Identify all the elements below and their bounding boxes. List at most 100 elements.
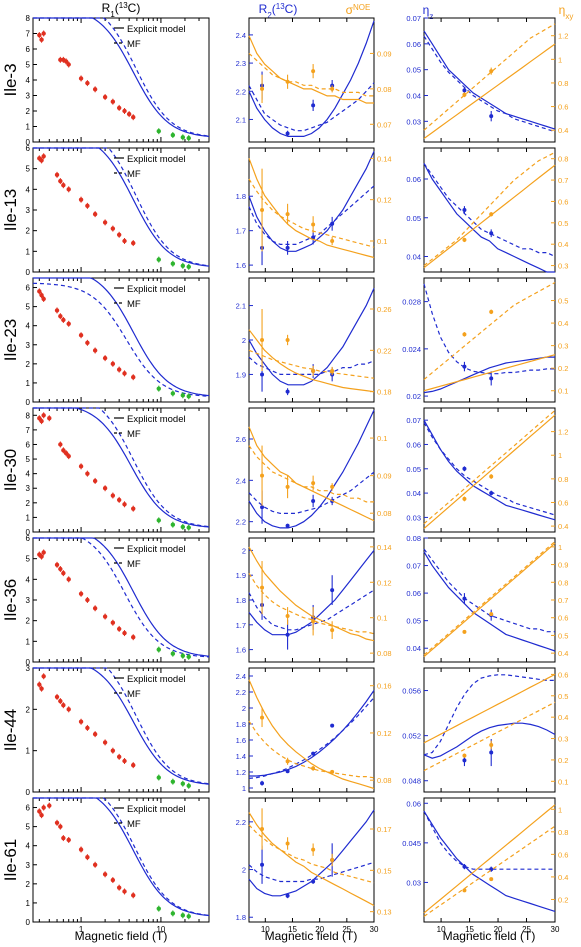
mf-curve-right xyxy=(248,445,374,503)
y-tick-label-left: 2 xyxy=(242,704,246,713)
x-axis-labels: Magnetic field (T) Magnetic field (T) Magn… xyxy=(75,929,536,943)
y-tick-label: 7 xyxy=(26,30,31,39)
y-tick-label-left: 0.048 xyxy=(402,777,421,786)
data-point xyxy=(489,877,494,882)
data-point xyxy=(311,369,316,373)
y-tick-label: 6 xyxy=(26,284,31,293)
mf-curve xyxy=(33,667,210,785)
x-tick-label: 15 xyxy=(465,925,474,934)
explicit-curve xyxy=(33,667,210,785)
data-point xyxy=(489,612,494,617)
y-tick-label: 4 xyxy=(26,76,31,85)
mf-curve-right xyxy=(248,178,375,248)
y-tick-label-right: 0.1 xyxy=(377,237,387,246)
y-tick-label: 8 xyxy=(26,14,31,23)
mf-curve xyxy=(33,537,210,658)
x-tick-label: 20 xyxy=(315,925,324,934)
data-point xyxy=(311,222,316,227)
mf-curve-right xyxy=(248,573,375,635)
header-text-part: z xyxy=(429,12,433,21)
y-tick-label-left: 0.05 xyxy=(406,617,421,626)
y-tick-label: 4 xyxy=(26,842,31,851)
mf-curve-right xyxy=(423,151,556,267)
mf-curve-right xyxy=(423,701,556,772)
data-point xyxy=(462,364,467,369)
data-point xyxy=(311,619,316,624)
y-tick-label-left: 0.052 xyxy=(402,732,421,741)
y-tick-label-left: 1.7 xyxy=(236,227,246,236)
explicit-curve-right xyxy=(248,812,375,907)
y-tick-label-left: 2 xyxy=(242,546,246,555)
data-point xyxy=(260,585,265,590)
legend-solid-label: Explicit model xyxy=(127,544,186,555)
mf-curve xyxy=(32,282,210,397)
y-tick-label-left: 2.1 xyxy=(236,115,246,124)
plot-frame xyxy=(248,537,375,663)
mf-curve xyxy=(33,147,210,267)
y-tick-label-left: 0.07 xyxy=(406,416,421,425)
plot-frame xyxy=(423,277,556,403)
y-tick-label: 4 xyxy=(26,575,31,584)
panel-ile-36-eta: 0.04 0.05 0.06 0.07 0.08 0.4 0.5 0.6 0.7 0.8 0.9 1 xyxy=(406,534,568,663)
legend-solid-label: Explicit model xyxy=(127,414,186,425)
y-tick-label-left: 2.2 xyxy=(236,518,246,527)
y-tick-label-right: 1.2 xyxy=(558,32,568,41)
y-tick-label: 5 xyxy=(26,555,31,564)
plot-frame xyxy=(423,667,556,793)
y-tick-label-left: 0.024 xyxy=(402,345,421,354)
y-tick-label-right: 1 xyxy=(558,55,562,64)
legend-dashed-label: MF xyxy=(127,819,141,830)
data-point xyxy=(462,864,467,869)
data-point xyxy=(260,862,265,867)
data-point xyxy=(330,588,335,593)
y-tick-label-left: 0.028 xyxy=(402,298,421,307)
y-tick-label: 0 xyxy=(26,788,31,797)
data-point xyxy=(285,245,290,250)
y-tick-label: 0 xyxy=(26,528,31,537)
data-point xyxy=(489,69,494,74)
y-tick-label: 8 xyxy=(26,411,31,420)
y-tick-label-right: 0.4 xyxy=(558,240,568,249)
data-point xyxy=(462,629,467,634)
y-tick-label-left: 1.9 xyxy=(236,370,246,379)
row-label: Ile-36 xyxy=(1,579,20,622)
data-point xyxy=(260,208,265,212)
y-tick-label-right: 0.6 xyxy=(558,850,568,859)
row-label: Ile-44 xyxy=(1,709,20,752)
y-tick-label-right: 0.12 xyxy=(377,578,392,587)
data-point xyxy=(285,769,290,774)
panel-ile-3-r2_noe: 2.1 2.2 2.3 2.4 0.07 0.08 0.09 xyxy=(236,17,392,143)
data-point xyxy=(489,742,494,747)
y-tick-label-right: 0.9 xyxy=(558,561,568,570)
panel-ile-44-eta: 0.048 0.052 0.056 0.1 0.2 0.3 0.4 0.5 0.6 xyxy=(402,667,568,793)
y-tick-label: 2 xyxy=(26,617,31,626)
explicit-curve-left xyxy=(423,356,555,394)
y-tick-label-left: 1.8 xyxy=(236,192,246,201)
y-tick-label-left: 0.05 xyxy=(406,465,421,474)
y-tick-label-right: 0.4 xyxy=(558,873,568,882)
data-point xyxy=(330,369,335,373)
y-tick-label-left: 0.08 xyxy=(406,534,421,543)
panel-ile-30-r1: 0 1 2 3 4 5 6 7 8 Explicit model MF xyxy=(26,407,210,537)
explicit-curve-left xyxy=(423,810,556,912)
x-tick-label: 10 xyxy=(261,925,270,934)
y-tick-label-left: 1.7 xyxy=(236,621,246,630)
y-tick-label: 0 xyxy=(26,918,31,927)
y-tick-label-right: 0.3 xyxy=(558,735,568,744)
explicit-curve-right xyxy=(248,679,375,790)
y-tick-label-left: 2.2 xyxy=(236,818,246,827)
y-tick-label-left: 1 xyxy=(242,784,246,793)
y-tick-label-right: 0.7 xyxy=(558,596,568,605)
y-tick-label: 3 xyxy=(26,484,31,493)
panel-ile-36-r1: 0 1 2 3 4 5 6 Explicit model MF xyxy=(26,534,210,667)
mf-curve-right xyxy=(423,23,556,131)
plot-frame xyxy=(248,407,375,533)
data-point xyxy=(260,781,265,786)
data-point xyxy=(285,484,290,489)
y-tick-label: 4 xyxy=(26,470,31,479)
header-text-part: ( xyxy=(115,1,119,15)
explicit-curve xyxy=(33,537,210,657)
data-point xyxy=(330,221,335,226)
data-point xyxy=(462,496,467,501)
y-tick-label-right: 0.5 xyxy=(558,219,568,228)
